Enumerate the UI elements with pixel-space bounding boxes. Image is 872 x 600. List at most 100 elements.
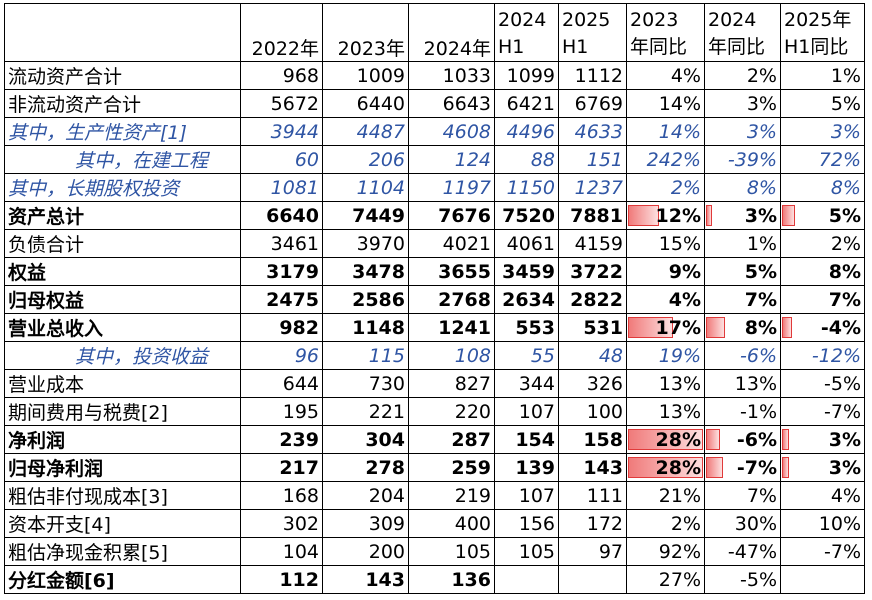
yoy-cell: -7% <box>780 397 865 426</box>
value-cell: 287 <box>408 425 495 454</box>
value-cell: 3461 <box>240 229 323 258</box>
row-label: 归母净利润 <box>4 453 241 482</box>
value-cell: 115 <box>322 341 409 370</box>
value-cell: 220 <box>408 397 495 426</box>
yoy-cell: 3% <box>780 117 865 146</box>
column-header: 2025年 H1同比 <box>780 3 865 62</box>
table-row: 非流动资产合计 5672 6440 6643 6421 6769 14% 3% 5% <box>4 89 865 118</box>
cell-value: -6% <box>736 428 777 451</box>
value-cell: 4021 <box>408 229 495 258</box>
row-label: 粗估净现金积累[5] <box>4 537 241 566</box>
value-cell: 4487 <box>322 117 409 146</box>
yoy-cell: 14% <box>626 117 705 146</box>
value-cell: 3459 <box>494 257 559 286</box>
value-cell: 1237 <box>558 173 627 202</box>
value-cell: 6640 <box>240 201 323 230</box>
value-cell: 2634 <box>494 285 559 314</box>
value-cell: 111 <box>558 481 627 510</box>
yoy-cell: 2% <box>704 61 781 90</box>
header-corner <box>4 3 241 62</box>
yoy-bar-cell: 3% <box>704 201 781 230</box>
value-cell: 3478 <box>322 257 409 286</box>
header-line-2: 2023年 <box>337 38 405 60</box>
row-label: 期间费用与税费[2] <box>4 397 241 426</box>
yoy-bar-cell: 3% <box>780 425 865 454</box>
value-cell: 105 <box>494 537 559 566</box>
cell-value: 5% <box>828 204 861 227</box>
yoy-cell: 4% <box>780 481 865 510</box>
data-bar <box>706 205 713 226</box>
yoy-cell: -12% <box>780 341 865 370</box>
yoy-bar-cell: 28% <box>626 453 705 482</box>
row-label: 净利润 <box>4 425 241 454</box>
yoy-cell: 2% <box>780 229 865 258</box>
value-cell: 219 <box>408 481 495 510</box>
value-cell: 6440 <box>322 89 409 118</box>
value-cell: 124 <box>408 145 495 174</box>
table-row: 营业总收入 982 1148 1241 553 531 17% 8% -4% <box>4 313 865 342</box>
yoy-cell: -1% <box>704 397 781 426</box>
value-cell: 1033 <box>408 61 495 90</box>
value-cell: 1241 <box>408 313 495 342</box>
value-cell: 136 <box>408 565 495 594</box>
value-cell: 3944 <box>240 117 323 146</box>
value-cell: 60 <box>240 145 323 174</box>
row-label: 其中，生产性资产[1] <box>4 117 241 146</box>
header-line-2: H1同比 <box>784 36 849 58</box>
value-cell: 302 <box>240 509 323 538</box>
value-cell: 304 <box>322 425 409 454</box>
yoy-cell: 72% <box>780 145 865 174</box>
value-cell: 143 <box>558 453 627 482</box>
value-cell: 1112 <box>558 61 627 90</box>
table-row: 其中，在建工程 60 206 124 88 151 242% -39% 72% <box>4 145 865 174</box>
value-cell: 1009 <box>322 61 409 90</box>
column-header: 2022年 <box>240 3 323 62</box>
yoy-cell: 13% <box>626 397 705 426</box>
yoy-bar-cell: 3% <box>780 453 865 482</box>
value-cell: 1104 <box>322 173 409 202</box>
row-label: 分红金额[6] <box>4 565 241 594</box>
yoy-cell: 3% <box>704 117 781 146</box>
row-label: 负债合计 <box>4 229 241 258</box>
yoy-cell: 15% <box>626 229 705 258</box>
cell-value: 3% <box>744 204 777 227</box>
yoy-cell: 5% <box>780 89 865 118</box>
cell-value: -4% <box>820 316 861 339</box>
yoy-cell: 9% <box>626 257 705 286</box>
table-row: 分红金额[6] 112 143 136 27% -5% <box>4 565 865 594</box>
header-line-2: 2024年 <box>423 38 491 60</box>
table-row: 归母净利润 217 278 259 139 143 28% -7% 3% <box>4 453 865 482</box>
value-cell: 6643 <box>408 89 495 118</box>
value-cell: 97 <box>558 537 627 566</box>
yoy-cell: 8% <box>780 173 865 202</box>
value-cell: 827 <box>408 369 495 398</box>
row-label: 营业成本 <box>4 369 241 398</box>
data-bar <box>706 429 721 450</box>
value-cell: 4633 <box>558 117 627 146</box>
yoy-cell: 21% <box>626 481 705 510</box>
table-row: 其中，长期股权投资 1081 1104 1197 1150 1237 2% 8% 8% <box>4 173 865 202</box>
value-cell: 6421 <box>494 89 559 118</box>
value-cell: 4159 <box>558 229 627 258</box>
value-cell: 531 <box>558 313 627 342</box>
value-cell: 3722 <box>558 257 627 286</box>
yoy-cell: 14% <box>626 89 705 118</box>
value-cell: 4608 <box>408 117 495 146</box>
header-line-1: 2024 <box>498 9 547 31</box>
column-header: 2024年 <box>408 3 495 62</box>
yoy-cell: 4% <box>626 61 705 90</box>
value-cell: 644 <box>240 369 323 398</box>
row-label: 流动资产合计 <box>4 61 241 90</box>
yoy-cell: 2% <box>626 173 705 202</box>
yoy-cell: 8% <box>780 257 865 286</box>
yoy-cell: -5% <box>780 369 865 398</box>
row-label: 其中，投资收益 <box>4 341 241 370</box>
yoy-cell: -39% <box>704 145 781 174</box>
value-cell: 200 <box>322 537 409 566</box>
yoy-bar-cell: 28% <box>626 425 705 454</box>
value-cell: 204 <box>322 481 409 510</box>
header-line-2: 年同比 <box>708 36 766 58</box>
value-cell: 1099 <box>494 61 559 90</box>
cell-value: 12% <box>655 204 701 227</box>
